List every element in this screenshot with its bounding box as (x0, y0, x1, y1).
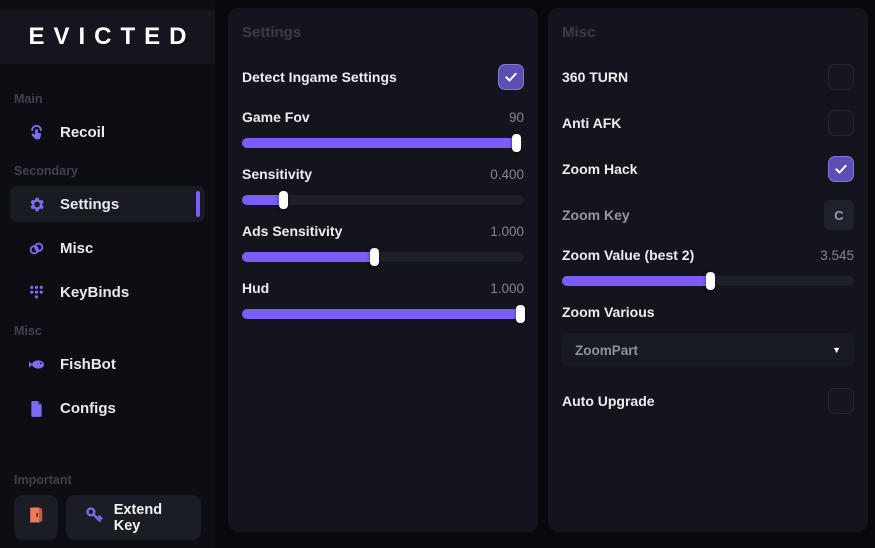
misc-panel-title: Misc (562, 24, 596, 41)
ads-sensitivity-value: 1.000 (490, 223, 524, 239)
turn-360-label: 360 TURN (562, 69, 629, 85)
zoom-various-dropdown[interactable]: ZoomPart ▼ (562, 333, 854, 367)
sidebar-item-keybinds[interactable]: KeyBinds (10, 274, 205, 310)
file-icon (26, 398, 46, 418)
anti-afk-row: Anti AFK (562, 109, 854, 137)
hud-label: Hud (242, 280, 270, 296)
zoom-key-bind-button[interactable]: C (824, 200, 854, 230)
exit-button[interactable] (14, 495, 58, 540)
sidebar: EVICTED Main Recoil Secondary (0, 0, 215, 548)
auto-upgrade-row: Auto Upgrade (562, 387, 854, 415)
zoom-key-row: Zoom Key C (562, 200, 854, 230)
anti-afk-label: Anti AFK (562, 115, 622, 131)
sidebar-item-label: Settings (60, 195, 120, 213)
sensitivity-label: Sensitivity (242, 166, 313, 182)
slider-thumb[interactable] (279, 191, 289, 209)
sidebar-nav: Main Recoil Secondary Settings (0, 92, 215, 434)
zoom-value-group: Zoom Value (best 2) 3.545 (562, 247, 854, 290)
slider-fill (242, 191, 289, 209)
zoom-hack-checkbox[interactable] (828, 156, 854, 182)
zoom-various-label: Zoom Various (562, 304, 655, 320)
game-fov-value: 90 (508, 109, 524, 125)
zoom-various-group: Zoom Various ZoomPart ▼ (562, 304, 854, 367)
chevron-down-icon: ▼ (832, 345, 841, 355)
slider-thumb[interactable] (369, 248, 379, 266)
slider-thumb[interactable] (705, 272, 715, 290)
sidebar-item-label: Misc (60, 239, 94, 257)
game-fov-group: Game Fov 90 (242, 109, 524, 152)
sidebar-item-recoil[interactable]: Recoil (10, 114, 205, 150)
checkmark-icon (505, 72, 517, 82)
turn-360-row: 360 TURN (562, 63, 854, 91)
sidebar-item-fishbot[interactable]: FishBot (10, 346, 205, 382)
app-logo: EVICTED (28, 23, 196, 50)
auto-upgrade-checkbox[interactable] (828, 388, 854, 414)
slider-fill (242, 248, 379, 266)
checkmark-icon (835, 164, 847, 174)
section-label-secondary: Secondary (14, 164, 78, 178)
key-icon (84, 505, 104, 530)
recoil-icon (26, 122, 46, 142)
slider-thumb[interactable] (516, 305, 526, 323)
hud-value: 1.000 (490, 280, 524, 296)
sidebar-item-settings[interactable]: Settings (10, 186, 205, 222)
sidebar-item-misc[interactable]: Misc (10, 230, 205, 266)
sidebar-item-label: Recoil (60, 123, 106, 141)
extend-key-label: Extend Key (113, 501, 163, 534)
zoom-key-label: Zoom Key (562, 207, 630, 223)
gear-icon (26, 194, 46, 214)
anti-afk-checkbox[interactable] (828, 110, 854, 136)
slider-fill (242, 305, 526, 323)
zoom-hack-row: Zoom Hack (562, 155, 854, 183)
zoom-value-slider[interactable] (562, 272, 854, 290)
door-icon (26, 505, 46, 530)
ads-sensitivity-label: Ads Sensitivity (242, 223, 343, 239)
fish-icon (26, 354, 46, 374)
sidebar-item-label: KeyBinds (60, 283, 130, 301)
settings-panel: Settings Detect Ingame Settings Game Fov… (228, 8, 538, 532)
extend-key-button[interactable]: Extend Key (65, 495, 201, 540)
detect-ingame-settings-checkbox[interactable] (498, 64, 524, 90)
settings-panel-title: Settings (242, 24, 302, 41)
zoom-value-label: Zoom Value (best 2) (562, 247, 695, 263)
sidebar-item-label: Configs (60, 399, 116, 417)
keypad-icon (26, 282, 46, 302)
rings-icon (26, 238, 46, 258)
game-fov-label: Game Fov (242, 109, 310, 125)
game-fov-slider[interactable] (242, 134, 524, 152)
slider-thumb[interactable] (511, 134, 521, 152)
logo-band: EVICTED (0, 10, 215, 64)
sidebar-item-configs[interactable]: Configs (10, 390, 205, 426)
slider-fill (562, 272, 715, 290)
sensitivity-value: 0.400 (490, 166, 524, 182)
zoom-hack-label: Zoom Hack (562, 161, 638, 177)
ads-sensitivity-slider[interactable] (242, 248, 524, 266)
sidebar-footer: Important (14, 473, 201, 540)
slider-fill (242, 134, 521, 152)
sensitivity-group: Sensitivity 0.400 (242, 166, 524, 209)
ads-sensitivity-group: Ads Sensitivity 1.000 (242, 223, 524, 266)
section-label-important: Important (14, 473, 72, 487)
hud-group: Hud 1.000 (242, 280, 526, 323)
hud-slider[interactable] (242, 305, 526, 323)
misc-panel: Misc 360 TURN Anti AFK Zoom Hack (548, 8, 868, 532)
zoom-various-selected: ZoomPart (575, 342, 639, 358)
sidebar-item-label: FishBot (60, 355, 116, 373)
section-label-misc: Misc (14, 324, 42, 338)
turn-360-checkbox[interactable] (828, 64, 854, 90)
section-label-main: Main (14, 92, 43, 106)
zoom-value-value: 3.545 (820, 247, 854, 263)
detect-ingame-settings-row: Detect Ingame Settings (242, 63, 524, 91)
sensitivity-slider[interactable] (242, 191, 524, 209)
detect-ingame-settings-label: Detect Ingame Settings (242, 69, 397, 85)
auto-upgrade-label: Auto Upgrade (562, 393, 655, 409)
active-indicator-bar (196, 191, 200, 217)
